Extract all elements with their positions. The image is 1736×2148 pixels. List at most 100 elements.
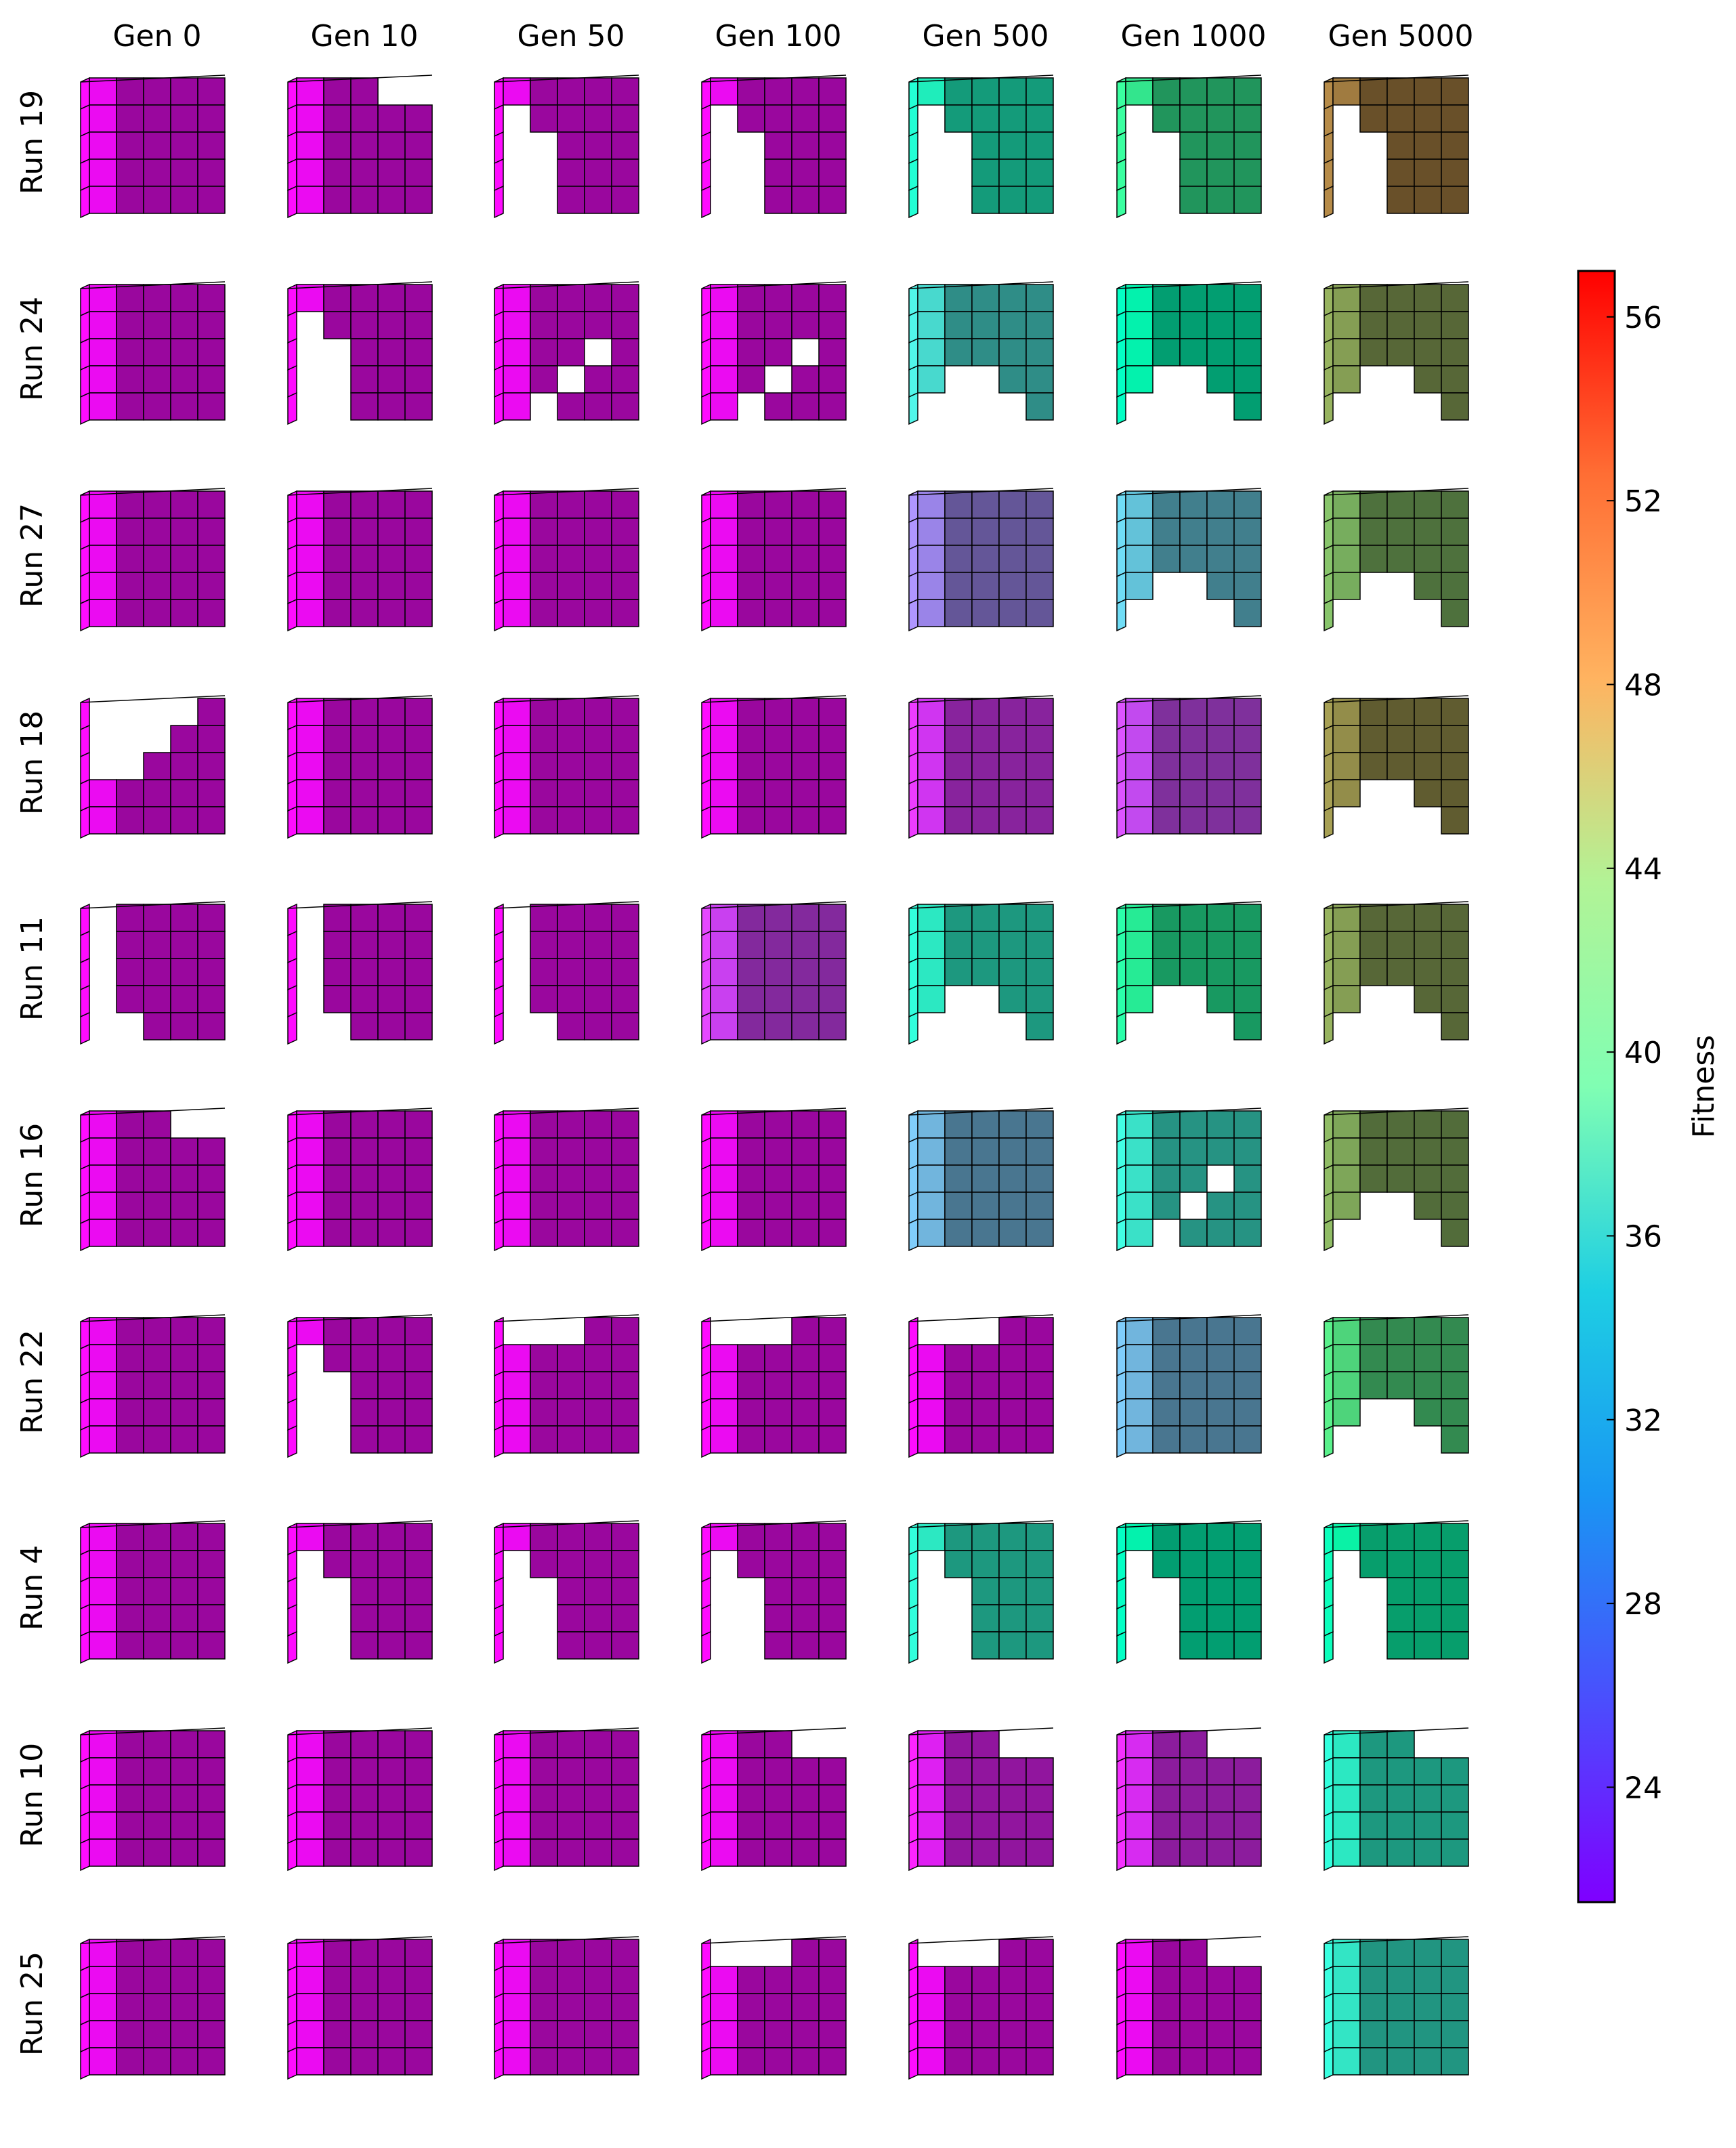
voxel-cell (143, 572, 171, 600)
voxel-side (80, 1603, 90, 1637)
voxel-cell (971, 572, 1000, 600)
voxel-cell (1179, 725, 1208, 753)
voxel-side (287, 903, 297, 937)
voxel-side (1324, 1992, 1334, 2026)
voxel-cell (1233, 1550, 1262, 1578)
voxel-cell (1386, 159, 1415, 187)
voxel-cell (1386, 1317, 1415, 1345)
voxel-cell (1414, 1137, 1442, 1166)
voxel-cell (710, 1523, 738, 1551)
voxel-cell (323, 1344, 352, 1372)
voxel-cell (1441, 806, 1469, 835)
voxel-cell (584, 311, 612, 339)
voxel-cell (557, 931, 585, 959)
voxel-cell (1179, 1811, 1208, 1840)
voxel-cell (1441, 1012, 1469, 1040)
voxel-cell (1332, 77, 1361, 106)
voxel-cell (710, 752, 738, 780)
voxel-cell (530, 1757, 558, 1786)
voxel-cell (557, 311, 585, 339)
voxel-side (494, 984, 504, 1018)
voxel-cell (944, 1192, 973, 1220)
voxel-side (1324, 1938, 1334, 1972)
voxel-side (1116, 283, 1126, 317)
voxel-cell (1233, 1012, 1262, 1040)
voxel-cell (404, 392, 433, 421)
voxel-cell (611, 1939, 639, 1967)
voxel-side (908, 598, 918, 632)
voxel-edge (287, 1936, 433, 1944)
voxel-cell (584, 1730, 612, 1759)
voxel-cell (197, 1550, 226, 1578)
voxel-cell (971, 2047, 1000, 2076)
voxel-cell (1441, 1811, 1469, 1840)
voxel-cell (1179, 131, 1208, 160)
voxel-cell (350, 1110, 379, 1139)
voxel-side (80, 1630, 90, 1664)
voxel-edge (494, 281, 639, 289)
voxel-side (701, 1549, 711, 1583)
voxel-side (701, 131, 711, 165)
voxel-cell (377, 311, 406, 339)
voxel-cube (1116, 1936, 1262, 2080)
voxel-cell (764, 1164, 792, 1193)
voxel-cell (818, 159, 847, 187)
voxel-cell (377, 1631, 406, 1660)
voxel-side (1324, 1576, 1334, 1610)
voxel-cell (1332, 985, 1361, 1013)
voxel-cube (908, 1314, 1054, 1458)
voxel-side (1116, 1370, 1126, 1404)
voxel-cell (143, 311, 171, 339)
voxel-cell (971, 1425, 1000, 1454)
voxel-cell (116, 1398, 144, 1427)
voxel-side (287, 1630, 297, 1664)
voxel-side (494, 1992, 504, 2026)
voxel-side (701, 1784, 711, 1817)
voxel-side (287, 571, 297, 605)
voxel-cell (1332, 1523, 1361, 1551)
voxel-cell (611, 725, 639, 753)
voxel-cell (791, 1604, 820, 1633)
voxel-cell (1125, 1219, 1153, 1247)
voxel-cell (530, 725, 558, 753)
voxel-cell (503, 1137, 531, 1166)
voxel-cell (1414, 518, 1442, 546)
voxel-cell (1233, 779, 1262, 807)
voxel-cell (1386, 1371, 1415, 1399)
voxel-side (908, 1137, 918, 1171)
voxel-side (80, 903, 90, 937)
voxel-side (1116, 1729, 1126, 1763)
voxel-cell (503, 1784, 531, 1813)
voxel-cell (197, 104, 226, 133)
voxel-cell (791, 725, 820, 753)
voxel-side (1324, 930, 1334, 964)
voxel-cell (1125, 1811, 1153, 1840)
voxel-side (701, 1756, 711, 1790)
voxel-cell (197, 1012, 226, 1040)
voxel-cell (710, 338, 738, 366)
voxel-cell (1233, 1993, 1262, 2021)
voxel-cell (170, 311, 198, 339)
voxel-cell (350, 1604, 379, 1633)
voxel-side (1324, 1397, 1334, 1431)
voxel-cell (143, 284, 171, 312)
voxel-side (908, 337, 918, 371)
voxel-cell (710, 1425, 738, 1454)
voxel-cell (1332, 1784, 1361, 1813)
voxel-cell (503, 1192, 531, 1220)
voxel-cell (557, 131, 585, 160)
voxel-cell (323, 725, 352, 753)
voxel-cell (737, 1398, 765, 1427)
voxel-side (287, 984, 297, 1018)
voxel-cell (89, 1164, 117, 1193)
voxel-cell (143, 1939, 171, 1967)
voxel-cell (1125, 1993, 1153, 2021)
voxel-cell (1414, 1784, 1442, 1813)
voxel-cell (998, 284, 1027, 312)
voxel-cell (710, 1838, 738, 1867)
voxel-cell (971, 1398, 1000, 1427)
voxel-side (1324, 724, 1334, 758)
voxel-side (287, 1811, 297, 1845)
voxel-cell (530, 779, 558, 807)
voxel-cell (170, 2047, 198, 2076)
